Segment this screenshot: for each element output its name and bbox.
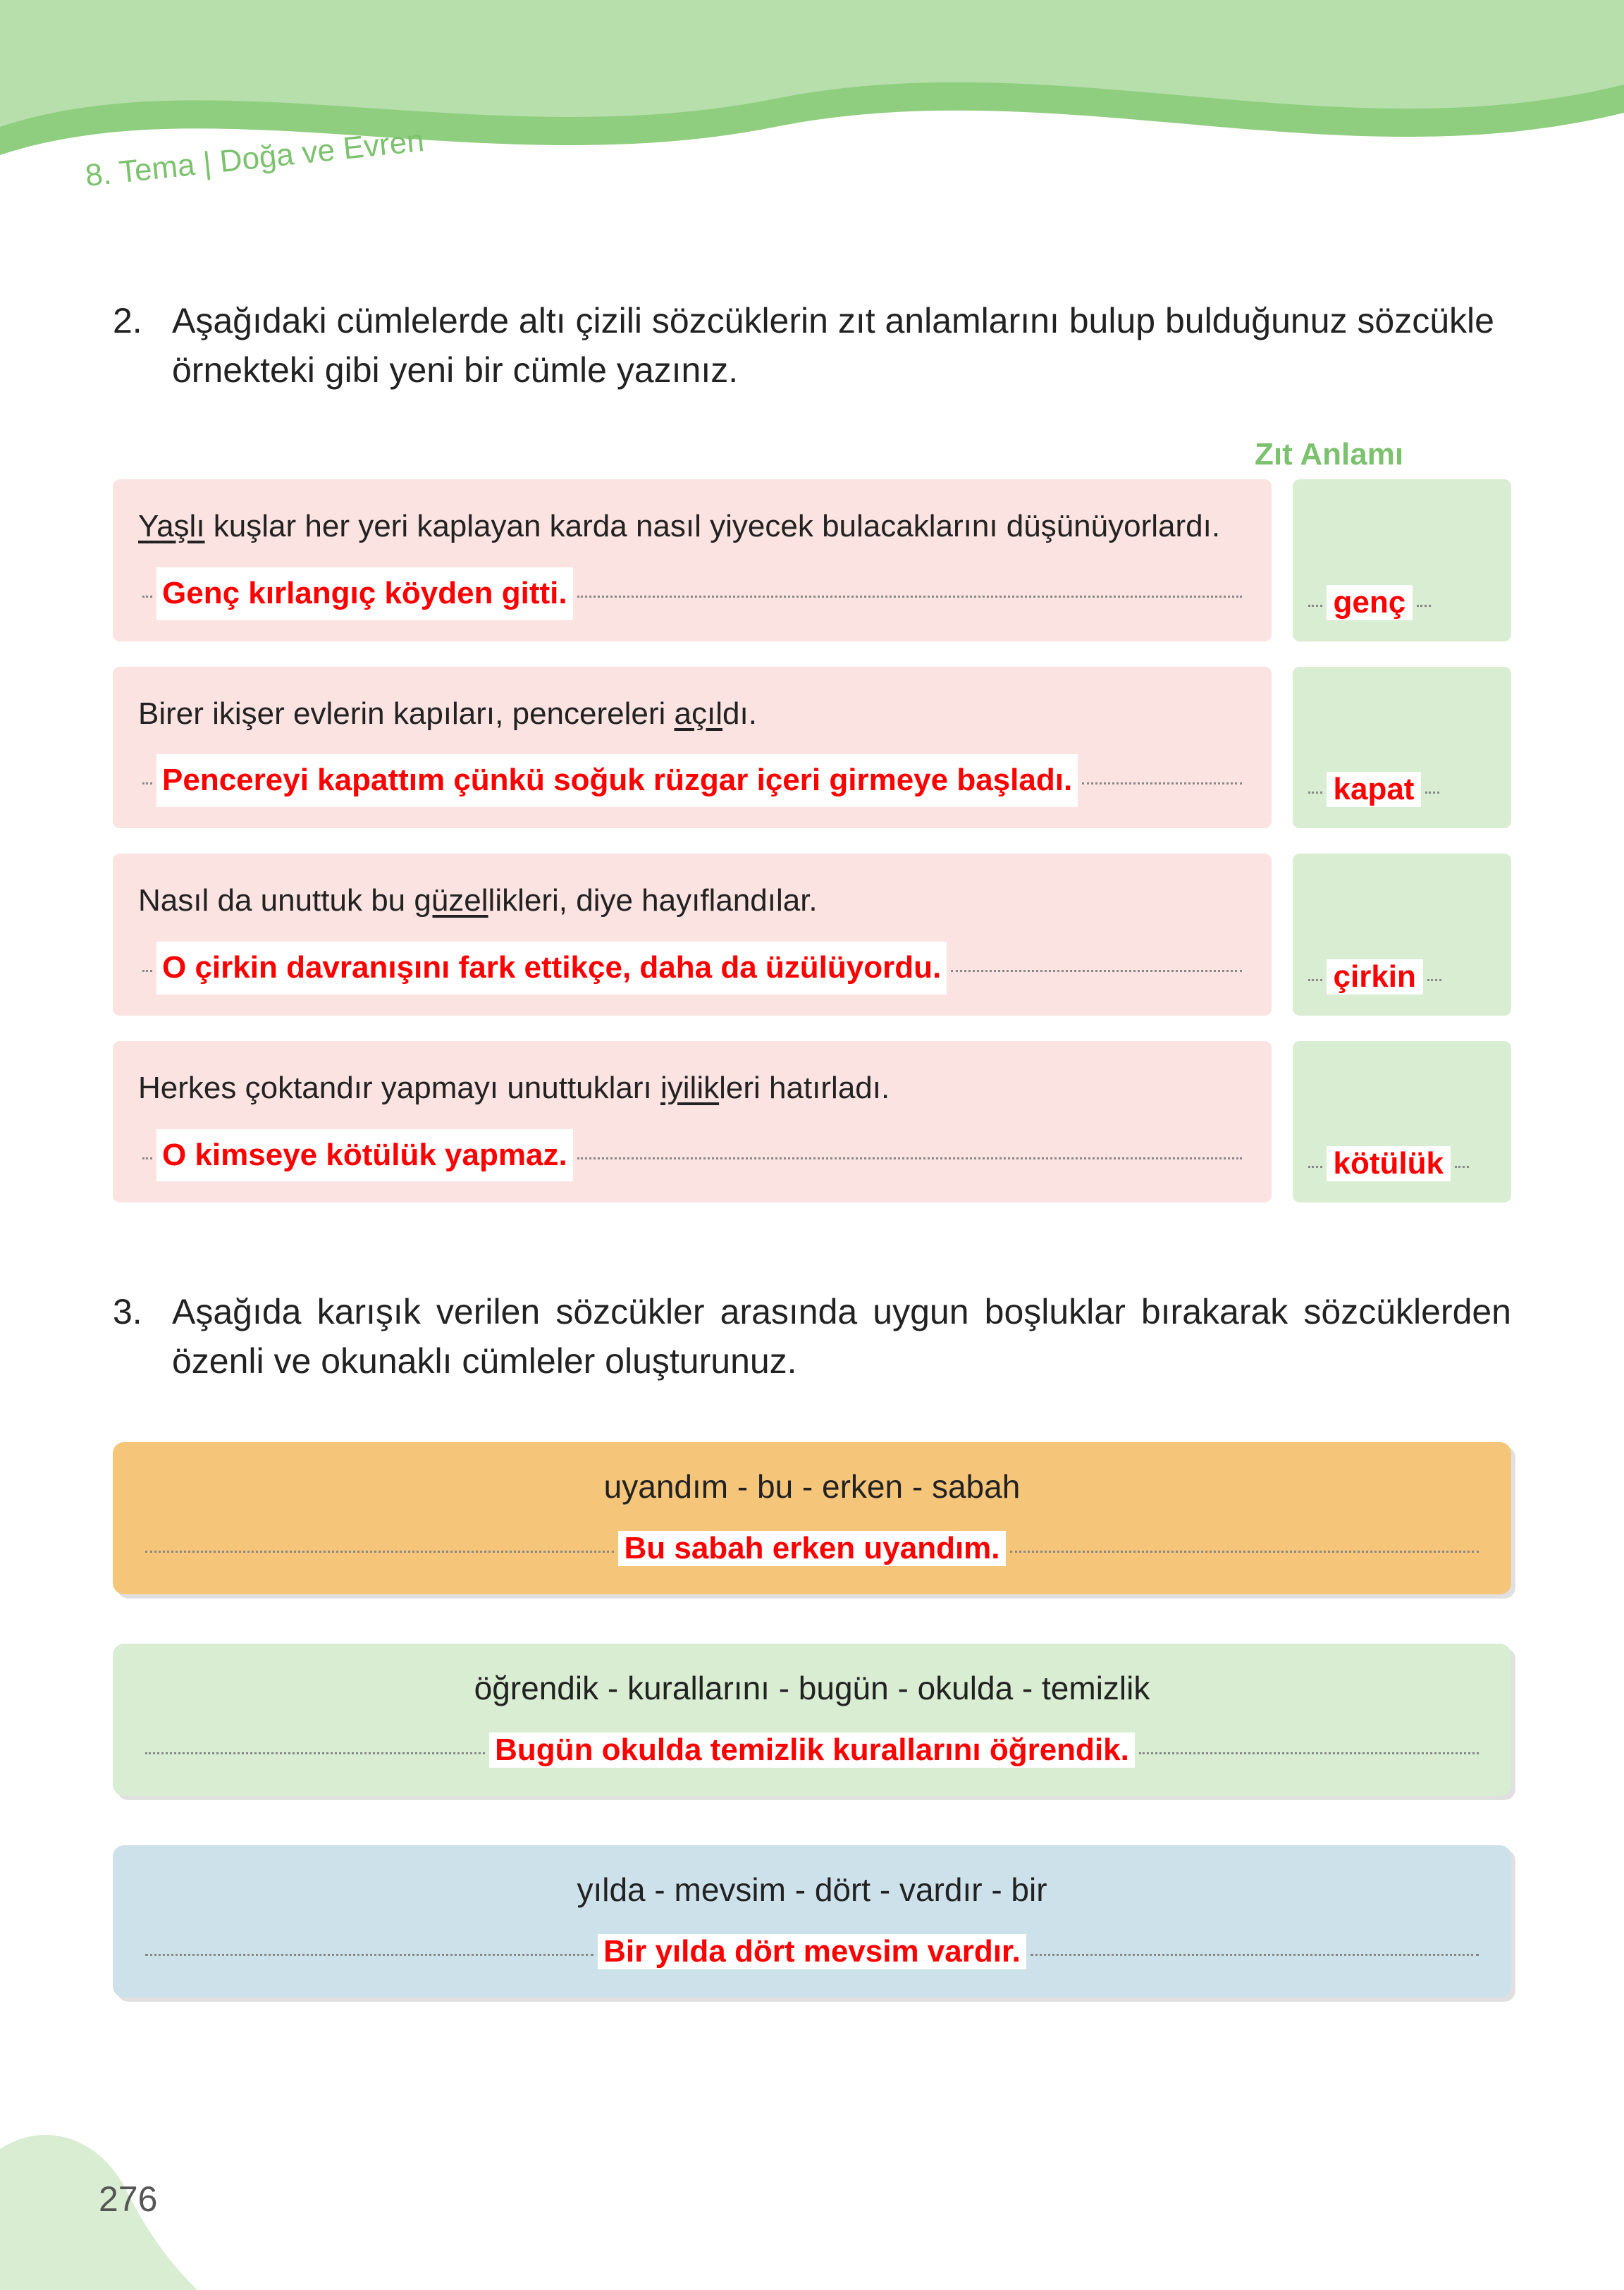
scrambled-words: öğrendik - kurallarını - bugün - okulda … (141, 1669, 1483, 1707)
antonym-answer: kötülük (1327, 1146, 1451, 1181)
scramble-box: uyandım - bu - erken - sabah Bu sabah erk… (113, 1442, 1511, 1594)
question-2-number: 2. (113, 296, 155, 395)
scramble-box: öğrendik - kurallarını - bugün - okulda … (113, 1644, 1511, 1796)
page-content: 2. Aşağıdaki cümlelerde altı çizili sözc… (113, 296, 1511, 2082)
scramble-answer: Bu sabah erken uyandım. (618, 1531, 1005, 1566)
scramble-answer-line: Bugün okulda temizlik kurallarını öğrend… (141, 1732, 1483, 1768)
antonym-box: genç (1293, 479, 1511, 641)
answer-sentence: O kimseye kötülük yapmaz. (156, 1129, 573, 1182)
antonym-column-header: Zıt Anlamı (1255, 437, 1511, 472)
scramble-box: yılda - mevsim - dört - vardır - bir Bir … (113, 1845, 1511, 1997)
question-2: 2. Aşağıdaki cümlelerde altı çizili sözc… (113, 296, 1511, 1202)
original-sentence: Birer ikişer evlerin kapıları, pencerele… (138, 688, 1246, 741)
answer-sentence: Pencereyi kapattım çünkü soğuk rüzgar iç… (156, 754, 1078, 807)
scramble-answer: Bugün okulda temizlik kurallarını öğrend… (489, 1732, 1135, 1768)
scramble-answer-line: Bir yılda dört mevsim vardır. (141, 1934, 1483, 1969)
answer-line: O kimseye kötülük yapmaz. (138, 1129, 1246, 1182)
scramble-answer-line: Bu sabah erken uyandım. (141, 1531, 1483, 1566)
antonym-answer: genç (1327, 585, 1413, 620)
question-3-number: 3. (113, 1287, 155, 1386)
question-3-head: 3. Aşağıda karışık verilen sözcükler ara… (113, 1287, 1511, 1386)
original-sentence: Yaşlı kuşlar her yeri kaplayan karda nas… (138, 500, 1246, 553)
answer-sentence: O çirkin davranışını fark ettikçe, daha … (156, 942, 947, 995)
antonym-box: kapat (1293, 667, 1511, 829)
antonym-answer: çirkin (1327, 959, 1423, 995)
antonym-box: çirkin (1293, 854, 1511, 1016)
scrambled-words: yılda - mevsim - dört - vardır - bir (141, 1871, 1483, 1909)
exercise-row: Nasıl da unuttuk bu güzellikleri, diye h… (113, 854, 1511, 1016)
scramble-answer: Bir yılda dört mevsim vardır. (598, 1934, 1026, 1969)
original-sentence: Herkes çoktandır yapmayı unuttukları iyi… (138, 1062, 1246, 1115)
answer-sentence: Genç kırlangıç köyden gitti. (156, 567, 573, 620)
answer-line: Pencereyi kapattım çünkü soğuk rüzgar iç… (138, 754, 1246, 807)
sentence-box: Herkes çoktandır yapmayı unuttukları iyi… (113, 1041, 1272, 1203)
sentence-box: Nasıl da unuttuk bu güzellikleri, diye h… (113, 854, 1272, 1016)
question-3-prompt: Aşağıda karışık verilen sözcükler arasın… (172, 1287, 1511, 1386)
answer-line: O çirkin davranışını fark ettikçe, daha … (138, 942, 1246, 995)
exercise-row: Herkes çoktandır yapmayı unuttukları iyi… (113, 1041, 1511, 1203)
answer-line: Genç kırlangıç köyden gitti. (138, 567, 1246, 620)
original-sentence: Nasıl da unuttuk bu güzellikleri, diye h… (138, 875, 1246, 928)
scrambled-words: uyandım - bu - erken - sabah (141, 1467, 1483, 1506)
page-number: 276 (99, 2179, 157, 2220)
sentence-box: Birer ikişer evlerin kapıları, pencerele… (113, 667, 1272, 829)
antonym-answer: kapat (1327, 772, 1422, 807)
exercise-row: Yaşlı kuşlar her yeri kaplayan karda nas… (113, 479, 1511, 641)
antonym-box: kötülük (1293, 1041, 1511, 1203)
question-3: 3. Aşağıda karışık verilen sözcükler ara… (113, 1287, 1511, 1997)
sentence-box: Yaşlı kuşlar her yeri kaplayan karda nas… (113, 479, 1272, 641)
question-2-head: 2. Aşağıdaki cümlelerde altı çizili sözc… (113, 296, 1511, 395)
exercise-row: Birer ikişer evlerin kapıları, pencerele… (113, 667, 1511, 829)
question-2-prompt: Aşağıdaki cümlelerde altı çizili sözcükl… (172, 296, 1511, 395)
